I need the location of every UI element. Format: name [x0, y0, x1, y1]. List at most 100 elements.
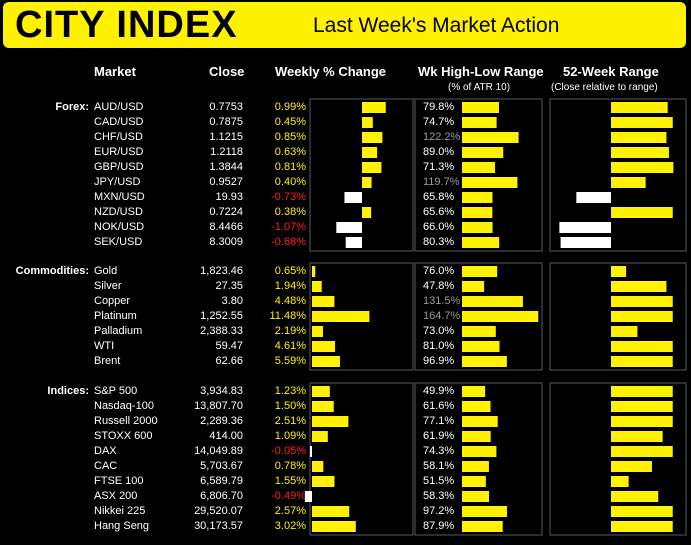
col-subheader-52-week: (Close relative to range): [551, 82, 658, 93]
atr-value: 87.9%: [423, 520, 455, 532]
weekly-change-value: 4.61%: [274, 340, 306, 352]
atr-value: 81.0%: [423, 340, 455, 352]
atr-value: 71.3%: [423, 161, 455, 173]
range52-bar: [611, 476, 629, 487]
close-value: 2,388.33: [200, 325, 243, 337]
range52-bar: [611, 207, 673, 218]
close-value: 3.80: [221, 295, 243, 307]
weekly-change-bar: [312, 311, 370, 322]
atr-range-bar: [462, 117, 497, 128]
weekly-change-bar: [362, 207, 372, 218]
atr-range-bar: [462, 207, 493, 218]
col-header-wk-range: Wk High-Low Range: [418, 64, 544, 79]
atr-value: 49.9%: [423, 385, 455, 397]
atr-range-bar: [462, 162, 496, 173]
header-banner: CITY INDEX Last Week's Market Action: [3, 2, 686, 48]
atr-value: 58.1%: [423, 460, 455, 472]
close-value: 1.1215: [209, 131, 243, 143]
range52-bar: [611, 102, 668, 113]
atr-value: 66.0%: [423, 221, 455, 233]
market-name: ASX 200: [94, 490, 138, 502]
close-value: 1.2118: [210, 146, 243, 158]
atr-value: 164.7%: [423, 310, 461, 322]
atr-range-bar: [462, 192, 493, 203]
market-name: Palladium: [94, 325, 143, 337]
atr-value: 96.9%: [423, 355, 455, 367]
page-title: Last Week's Market Action: [313, 14, 560, 37]
market-name: CAC: [94, 460, 118, 472]
close-value: 19.93: [215, 191, 243, 203]
section-label: Commodities:: [15, 265, 89, 277]
weekly-change-bar: [362, 147, 378, 158]
atr-range-bar: [462, 386, 486, 397]
close-value: 29,520.07: [194, 505, 243, 517]
range52-bar: [611, 266, 627, 277]
weekly-change-value: 1.55%: [274, 475, 306, 487]
weekly-change-bar: [310, 446, 312, 457]
atr-value: 122.2%: [423, 131, 461, 143]
weekly-change-value: 2.57%: [274, 505, 306, 517]
market-name: Silver: [94, 280, 122, 292]
market-name: STOXX 600: [94, 430, 153, 442]
close-value: 0.7224: [209, 206, 243, 218]
market-name: Nikkei 225: [94, 505, 146, 517]
atr-range-bar: [462, 311, 539, 322]
range52-bar: [611, 326, 638, 337]
atr-value: 61.9%: [423, 430, 455, 442]
col-header-52-week: 52-Week Range: [563, 64, 659, 79]
range52-bar: [611, 416, 673, 427]
atr-value: 89.0%: [423, 146, 455, 158]
close-value: 27.35: [215, 280, 243, 292]
range52-bar: [611, 311, 673, 322]
atr-range-bar: [462, 476, 486, 487]
market-name: WTI: [94, 340, 115, 352]
section-label: Forex:: [55, 101, 89, 113]
weekly-change-bar: [312, 431, 328, 442]
panel-border: [414, 382, 543, 536]
panel-border: [309, 98, 414, 252]
atr-range-bar: [462, 401, 491, 412]
weekly-change-value: -0.68%: [271, 236, 306, 248]
weekly-change-bar: [312, 521, 356, 532]
market-name: Nasdaq-100: [94, 400, 154, 412]
atr-value: 65.8%: [423, 191, 455, 203]
atr-value: 65.6%: [423, 206, 455, 218]
weekly-change-value: -0.73%: [271, 191, 306, 203]
close-value: 6,806.70: [200, 490, 243, 502]
atr-range-bar: [462, 281, 485, 292]
market-name: MXN/USD: [94, 191, 145, 203]
weekly-change-bar: [312, 296, 335, 307]
market-name: GBP/USD: [94, 161, 144, 173]
close-value: 8.4466: [209, 221, 243, 233]
close-value: 1.3844: [209, 161, 243, 173]
col-subheader-atr: (% of ATR 10): [448, 82, 511, 93]
close-value: 8.3009: [209, 236, 243, 248]
range52-bar: [611, 147, 669, 158]
atr-value: 131.5%: [423, 295, 461, 307]
weekly-change-bar: [312, 326, 323, 337]
range52-bar: [611, 356, 673, 367]
atr-range-bar: [462, 266, 498, 277]
market-name: AUD/USD: [94, 101, 144, 113]
weekly-change-value: -1.07%: [271, 221, 306, 233]
atr-range-bar: [462, 356, 507, 367]
weekly-change-bar: [312, 416, 349, 427]
city-index-logo: CITY INDEX: [15, 4, 238, 46]
market-name: S&P 500: [94, 385, 138, 397]
atr-range-bar: [462, 461, 489, 472]
atr-value: 74.7%: [423, 116, 455, 128]
close-value: 0.7875: [209, 116, 243, 128]
weekly-change-value: -0.05%: [271, 445, 306, 457]
panel-border: [549, 382, 687, 536]
market-name: CHF/USD: [94, 131, 143, 143]
weekly-change-bar: [362, 177, 372, 188]
weekly-change-value: 11.48%: [269, 310, 307, 322]
range52-bar: [611, 446, 673, 457]
range52-bar: [611, 132, 667, 143]
weekly-change-value: 0.65%: [274, 265, 306, 277]
close-value: 30,173.57: [194, 520, 243, 532]
close-value: 414.00: [209, 430, 243, 442]
weekly-change-value: 0.85%: [274, 131, 306, 143]
atr-value: 73.0%: [423, 325, 455, 337]
